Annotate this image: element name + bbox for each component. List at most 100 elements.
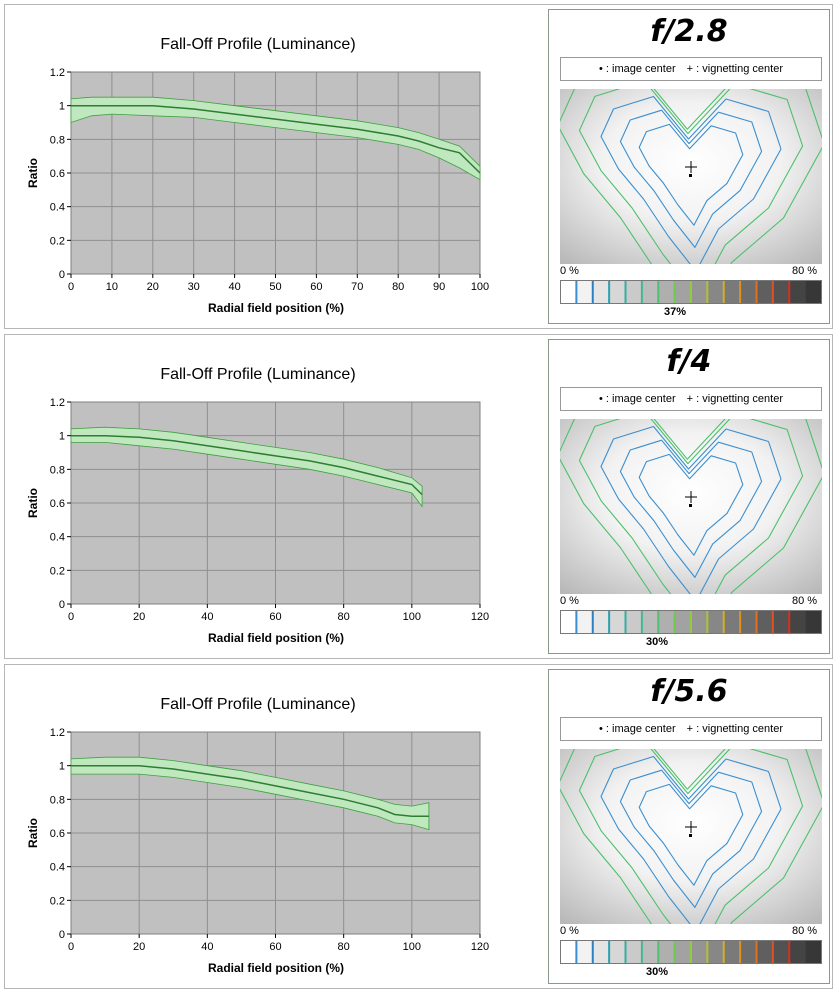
- y-tick-label: 0: [59, 599, 65, 611]
- x-tick-label: 120: [471, 611, 489, 623]
- falloff-chart: 0 10 20 30 40 50 60 70 80 90 100 0 0.2 0.4 0.6 0.8 1 1.2 F…: [26, 36, 489, 315]
- scale-min-label: 0 %: [560, 925, 579, 937]
- scale-step: [756, 610, 774, 634]
- x-tick-label: 120: [471, 941, 489, 953]
- x-tick-label: 40: [201, 941, 213, 953]
- scale-step: [772, 280, 790, 304]
- x-tick-label: 60: [269, 611, 281, 623]
- mean-ratio-line: [71, 434, 423, 496]
- vignetting-contour-map: [560, 419, 822, 594]
- scale-step: [674, 280, 692, 304]
- vignetting-scale-bar: [560, 280, 822, 304]
- vignetting-panel: f/4 • : image center + : vignetting cent…: [548, 339, 830, 654]
- x-tick-label: 20: [133, 941, 145, 953]
- center-legend: • : image center + : vignetting center: [560, 717, 822, 741]
- y-tick-label: 0.2: [50, 565, 65, 577]
- y-tick-label: 1.2: [50, 397, 65, 409]
- scale-step: [658, 610, 676, 634]
- image-center-marker: [689, 174, 692, 177]
- x-tick-label: 100: [403, 941, 421, 953]
- scale-step: [707, 940, 725, 964]
- x-tick-label: 80: [338, 941, 350, 953]
- chart-title: Fall-Off Profile (Luminance): [160, 36, 355, 53]
- contour-line: [619, 769, 763, 908]
- y-axis-label: Ratio: [26, 818, 40, 848]
- scale-step: [789, 940, 807, 964]
- scale-step: [723, 940, 741, 964]
- scale-max-label: 80 %: [792, 925, 818, 937]
- x-tick-label: 70: [351, 281, 363, 293]
- y-tick-label: 0.4: [50, 862, 65, 874]
- contour-line: [619, 439, 763, 578]
- vignetting-panel: f/5.6 • : image center + : vignetting ce…: [548, 669, 830, 984]
- scale-step: [756, 940, 774, 964]
- y-tick-label: 0.6: [50, 168, 65, 180]
- scale-step: [576, 940, 594, 964]
- y-tick-label: 0.8: [50, 794, 65, 806]
- x-axis-label: Radial field position (%): [208, 631, 344, 645]
- x-tick-label: 10: [106, 281, 118, 293]
- contour-line: [578, 89, 804, 264]
- x-tick-label: 60: [269, 941, 281, 953]
- scale-step: [805, 280, 822, 304]
- scale-step: [789, 610, 807, 634]
- x-tick-label: 100: [471, 281, 489, 293]
- panel-row: 0 20 40 60 80 100 120 0 0.2 0.4 0.6 0.8 1 1.2 Fall-Off…: [4, 334, 833, 659]
- center-legend: • : image center + : vignetting center: [560, 387, 822, 411]
- x-tick-label: 0: [68, 611, 74, 623]
- scale-step: [576, 610, 594, 634]
- scale-max-label: 80 %: [792, 595, 818, 607]
- vignetting-center-legend: + : vignetting center: [686, 63, 783, 75]
- y-tick-label: 0.8: [50, 464, 65, 476]
- scale-step: [609, 610, 626, 634]
- y-tick-label: 0: [59, 269, 65, 281]
- scale-step: [691, 280, 708, 304]
- contour-line: [638, 123, 744, 226]
- scale-step: [625, 610, 643, 634]
- scale-step: [740, 280, 757, 304]
- panel-row: 0 20 40 60 80 100 120 0 0.2 0.4 0.6 0.8 1 1.2 Fall-Off…: [4, 664, 833, 989]
- falloff-chart: 0 20 40 60 80 100 120 0 0.2 0.4 0.6 0.8 1 1.2 Fall-Off…: [26, 366, 489, 645]
- falloff-chart: 0 20 40 60 80 100 120 0 0.2 0.4 0.6 0.8 1 1.2 Fall-Off…: [26, 696, 489, 975]
- x-tick-label: 50: [269, 281, 281, 293]
- y-axis-label: Ratio: [26, 158, 40, 188]
- mean-ratio-line: [71, 764, 429, 817]
- scale-step: [592, 610, 610, 634]
- scale-step: [625, 280, 643, 304]
- vignetting-percent: 30%: [646, 966, 669, 978]
- x-tick-label: 0: [68, 941, 74, 953]
- vignetting-percent: 30%: [646, 636, 669, 648]
- scale-step: [658, 940, 676, 964]
- contour-line: [578, 419, 804, 594]
- scale-step: [740, 940, 757, 964]
- image-center-legend: • : image center: [599, 723, 676, 735]
- scale-step: [756, 280, 774, 304]
- scale-step: [789, 280, 807, 304]
- y-tick-label: 0.6: [50, 498, 65, 510]
- scale-step: [560, 280, 577, 304]
- y-tick-label: 0.6: [50, 828, 65, 840]
- contour-line: [578, 749, 804, 924]
- y-tick-label: 0.8: [50, 134, 65, 146]
- scale-border: [560, 940, 822, 964]
- contour-line: [560, 89, 822, 264]
- scale-step: [576, 280, 594, 304]
- x-tick-label: 60: [310, 281, 322, 293]
- x-tick-label: 90: [433, 281, 445, 293]
- contour-line: [600, 755, 782, 924]
- x-axis-label: Radial field position (%): [208, 301, 344, 315]
- scale-border: [560, 610, 822, 634]
- scale-step: [740, 610, 757, 634]
- image-center-legend: • : image center: [599, 63, 676, 75]
- contour-line: [600, 425, 782, 594]
- scale-step: [723, 280, 741, 304]
- y-tick-label: 1.2: [50, 727, 65, 739]
- vignetting-percent: 37%: [664, 306, 687, 318]
- y-tick-label: 0: [59, 929, 65, 941]
- scale-step: [560, 940, 577, 964]
- y-tick-label: 1: [59, 761, 65, 773]
- x-axis-label: Radial field position (%): [208, 961, 344, 975]
- scale-step: [691, 610, 708, 634]
- y-tick-label: 0.2: [50, 895, 65, 907]
- aperture-title: f/5.6: [650, 674, 728, 709]
